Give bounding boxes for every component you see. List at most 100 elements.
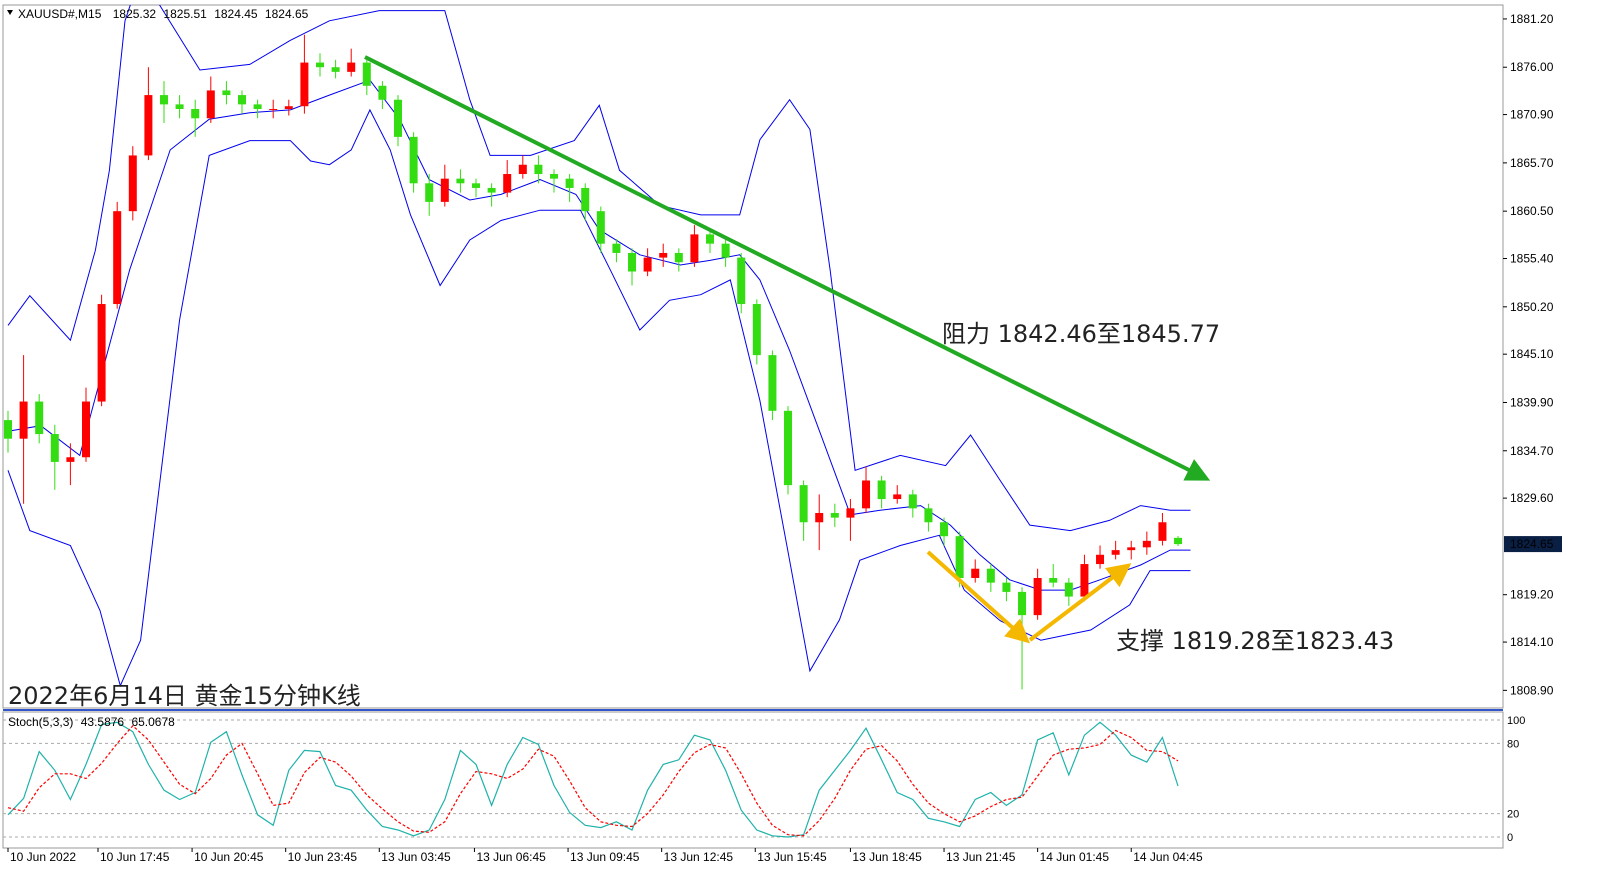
x-tick-label: 13 Jun 09:45 xyxy=(570,850,640,864)
candle-body xyxy=(425,183,434,202)
stoch-plot xyxy=(3,719,1503,838)
candle-body xyxy=(113,211,122,305)
axes: 1881.20 1876.00 1870.90 1865.70 1860.50 1855.… xyxy=(7,12,1562,864)
support-arrow-up xyxy=(1028,563,1132,642)
candle-body xyxy=(752,304,761,356)
y-tick-label: 1876.00 xyxy=(1510,60,1554,74)
y-tick-label: 1860.50 xyxy=(1510,204,1554,218)
candle-body xyxy=(1080,564,1089,597)
bollinger-middle xyxy=(7,79,1191,591)
candle-body xyxy=(768,355,777,411)
bollinger-lower xyxy=(7,108,1191,688)
x-tick-label: 14 Jun 04:45 xyxy=(1133,850,1203,864)
candle-body xyxy=(206,90,215,119)
candle-body xyxy=(908,494,917,509)
last-open: 1825.32 xyxy=(113,7,157,21)
candle-body xyxy=(534,164,543,175)
candle-body xyxy=(316,62,325,68)
x-tick-label: 13 Jun 03:45 xyxy=(381,850,451,864)
candle-body xyxy=(940,522,949,537)
x-tick-label: 10 Jun 2022 xyxy=(10,850,76,864)
y-tick-label: 1814.10 xyxy=(1510,635,1554,649)
candle-body xyxy=(144,95,153,156)
candle-body xyxy=(1158,522,1167,541)
x-tick-label: 13 Jun 15:45 xyxy=(757,850,827,864)
resistance-trend-arrow xyxy=(364,55,1211,481)
candle-body xyxy=(550,174,559,179)
stoch-line xyxy=(7,724,1179,837)
candle-body xyxy=(674,252,683,263)
y-tick-label: 1855.40 xyxy=(1510,252,1554,266)
candle-body xyxy=(222,90,231,96)
stoch-line xyxy=(7,721,1179,838)
bollinger-upper xyxy=(7,5,1191,532)
candle-body xyxy=(518,164,527,175)
current-price-label: 1824.65 xyxy=(1510,537,1554,551)
candle-body xyxy=(1174,537,1183,545)
y-tick-label: 1829.60 xyxy=(1510,491,1554,505)
candle-body xyxy=(238,95,247,105)
candle-body xyxy=(1096,554,1105,565)
candle-body xyxy=(628,252,637,272)
resistance-annotation: 阻力 1842.46至1845.77 xyxy=(942,320,1220,348)
support-arrow-down xyxy=(926,550,1030,644)
candle-body xyxy=(596,211,605,244)
last-low: 1824.45 xyxy=(214,7,258,21)
x-tick-label: 10 Jun 20:45 xyxy=(194,850,264,864)
y-tick-label: 1819.20 xyxy=(1510,588,1554,602)
y-tick-label: 1834.70 xyxy=(1510,444,1554,458)
stoch-d-last: 65.0678 xyxy=(131,715,175,729)
candle-body xyxy=(175,104,184,110)
stoch-k-last: 43.5876 xyxy=(81,715,125,729)
stoch-name: Stoch(5,3,3) xyxy=(8,715,73,729)
main-plot xyxy=(3,5,1191,690)
y-tick-label: 1845.10 xyxy=(1510,347,1554,361)
x-tick-label: 10 Jun 17:45 xyxy=(100,850,170,864)
candle-body xyxy=(955,536,964,578)
candle-body xyxy=(581,187,590,212)
candle-body xyxy=(971,568,980,578)
candle-body xyxy=(1064,582,1073,597)
candle-body xyxy=(877,480,886,500)
candle-body xyxy=(81,401,90,458)
last-close: 1824.65 xyxy=(265,7,309,21)
candle-body xyxy=(690,234,699,263)
x-tick-label: 14 Jun 01:45 xyxy=(1040,850,1110,864)
y-tick-label: 1839.90 xyxy=(1510,395,1554,409)
candle-body xyxy=(503,174,512,193)
symbol-header: XAUUSD#,M15 1825.32 1825.51 1824.45 1824… xyxy=(18,7,309,21)
candle-body xyxy=(331,67,340,72)
candle-body xyxy=(1033,577,1042,616)
candle-body xyxy=(893,494,902,500)
candle-body xyxy=(19,401,28,439)
candle-body xyxy=(721,243,730,258)
x-tick-label: 10 Jun 23:45 xyxy=(288,850,358,864)
y-tick-label: 1881.20 xyxy=(1510,12,1554,26)
candle-body xyxy=(3,420,12,439)
candle-body xyxy=(378,85,387,100)
candle-body xyxy=(35,401,44,435)
candle-body xyxy=(1127,547,1136,551)
candle-body xyxy=(191,109,200,119)
candle-body xyxy=(284,106,293,110)
candle-body xyxy=(50,434,59,462)
candle-body xyxy=(472,183,481,188)
y-tick-label: 100 xyxy=(1507,715,1525,727)
main-panel xyxy=(2,4,1504,709)
candle-body xyxy=(1049,577,1058,583)
stoch-header: Stoch(5,3,3) 43.5876 65.0678 xyxy=(8,715,175,729)
candle-body xyxy=(799,485,808,523)
x-tick-label: 13 Jun 12:45 xyxy=(664,850,734,864)
x-tick-label: 13 Jun 18:45 xyxy=(852,850,922,864)
candle-body xyxy=(830,512,839,518)
candle-body xyxy=(659,252,668,258)
candle-body xyxy=(1002,582,1011,592)
candle-body xyxy=(253,104,262,110)
x-tick-label: 13 Jun 21:45 xyxy=(946,850,1016,864)
y-tick-label: 1870.90 xyxy=(1510,108,1554,122)
candle-body xyxy=(456,178,465,184)
candle-body xyxy=(924,508,933,523)
x-tick-label: 13 Jun 06:45 xyxy=(476,850,546,864)
symbol: XAUUSD#,M15 xyxy=(18,7,102,21)
